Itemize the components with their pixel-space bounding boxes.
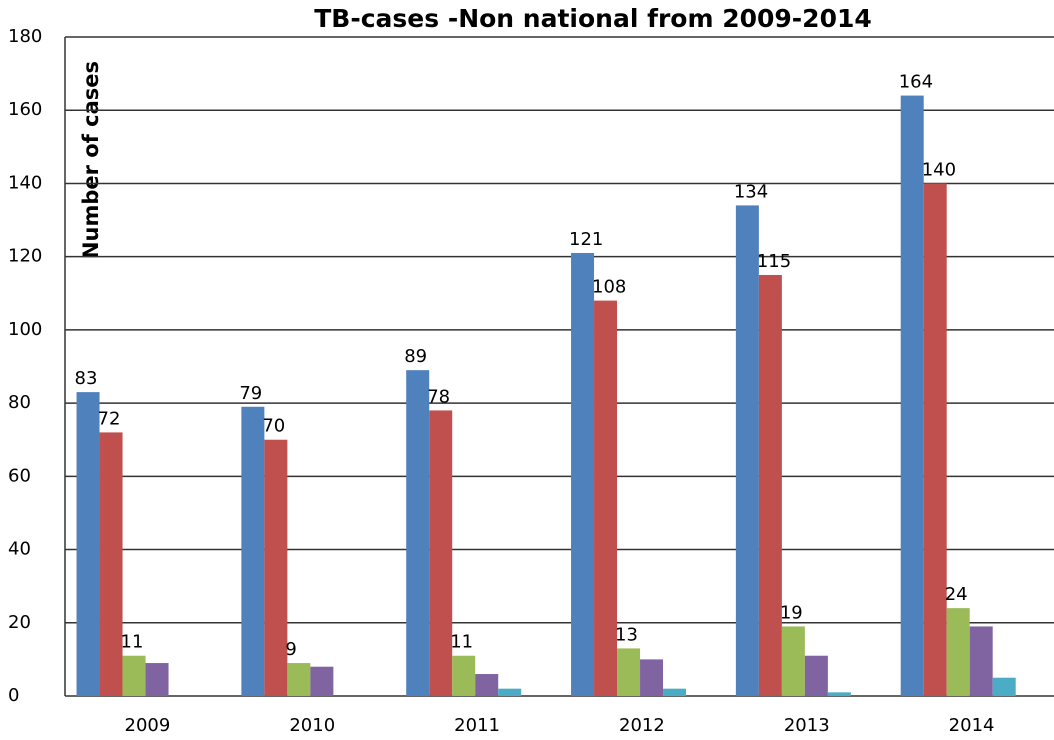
bar <box>406 370 430 696</box>
bar <box>617 648 641 696</box>
y-tick-label: 80 <box>8 392 31 413</box>
data-label: 19 <box>780 602 803 623</box>
y-tick-label: 0 <box>8 685 19 706</box>
bar <box>76 392 100 696</box>
bar <box>992 677 1016 696</box>
data-label: 108 <box>592 277 626 298</box>
bar <box>735 205 759 696</box>
bar <box>827 692 851 696</box>
bar <box>241 406 265 696</box>
y-tick-label: 160 <box>8 99 42 120</box>
x-tick-label: 2014 <box>949 715 995 736</box>
y-tick-label: 20 <box>8 612 31 633</box>
data-label: 9 <box>285 639 296 660</box>
bar <box>475 674 499 696</box>
x-tick-label: 2010 <box>289 715 335 736</box>
bar <box>758 274 782 696</box>
bar <box>145 663 169 696</box>
bar <box>923 183 947 696</box>
bar <box>498 688 522 696</box>
x-tick-label: 2011 <box>454 715 500 736</box>
y-tick-label: 120 <box>8 246 42 267</box>
data-label: 72 <box>98 408 121 429</box>
x-tick-label: 2013 <box>784 715 830 736</box>
bar <box>781 626 805 696</box>
bar <box>264 439 288 696</box>
data-label: 134 <box>734 181 768 202</box>
x-tick-label: 2012 <box>619 715 665 736</box>
y-tick-label: 40 <box>8 539 31 560</box>
data-label: 24 <box>945 584 968 605</box>
bar <box>99 432 123 696</box>
data-label: 70 <box>262 416 285 437</box>
y-tick-label: 140 <box>8 172 42 193</box>
bar <box>287 663 311 696</box>
bar <box>452 655 476 696</box>
y-tick-label: 180 <box>8 26 42 47</box>
bar <box>640 659 664 696</box>
data-label: 13 <box>615 624 638 645</box>
bar <box>429 410 453 696</box>
data-label: 79 <box>239 383 262 404</box>
bar <box>946 608 970 696</box>
data-label: 11 <box>450 632 473 653</box>
bar <box>571 253 595 696</box>
bar <box>594 300 618 696</box>
data-label: 83 <box>75 368 98 389</box>
data-label: 115 <box>757 251 791 272</box>
bar <box>122 655 146 696</box>
y-tick-label: 100 <box>8 319 42 340</box>
chart-title: TB-cases -Non national from 2009-2014 <box>314 4 872 33</box>
bar <box>310 666 334 696</box>
data-label: 164 <box>899 72 933 93</box>
y-axis-title: Number of cases <box>79 61 103 259</box>
data-label: 121 <box>569 229 603 250</box>
bar <box>663 688 687 696</box>
bar <box>804 655 828 696</box>
data-label: 11 <box>121 632 144 653</box>
bar <box>969 626 993 696</box>
bar <box>900 95 924 697</box>
data-label: 140 <box>922 159 956 180</box>
data-label: 89 <box>404 346 427 367</box>
x-tick-label: 2009 <box>125 715 171 736</box>
data-label: 78 <box>427 386 450 407</box>
y-tick-label: 60 <box>8 465 31 486</box>
